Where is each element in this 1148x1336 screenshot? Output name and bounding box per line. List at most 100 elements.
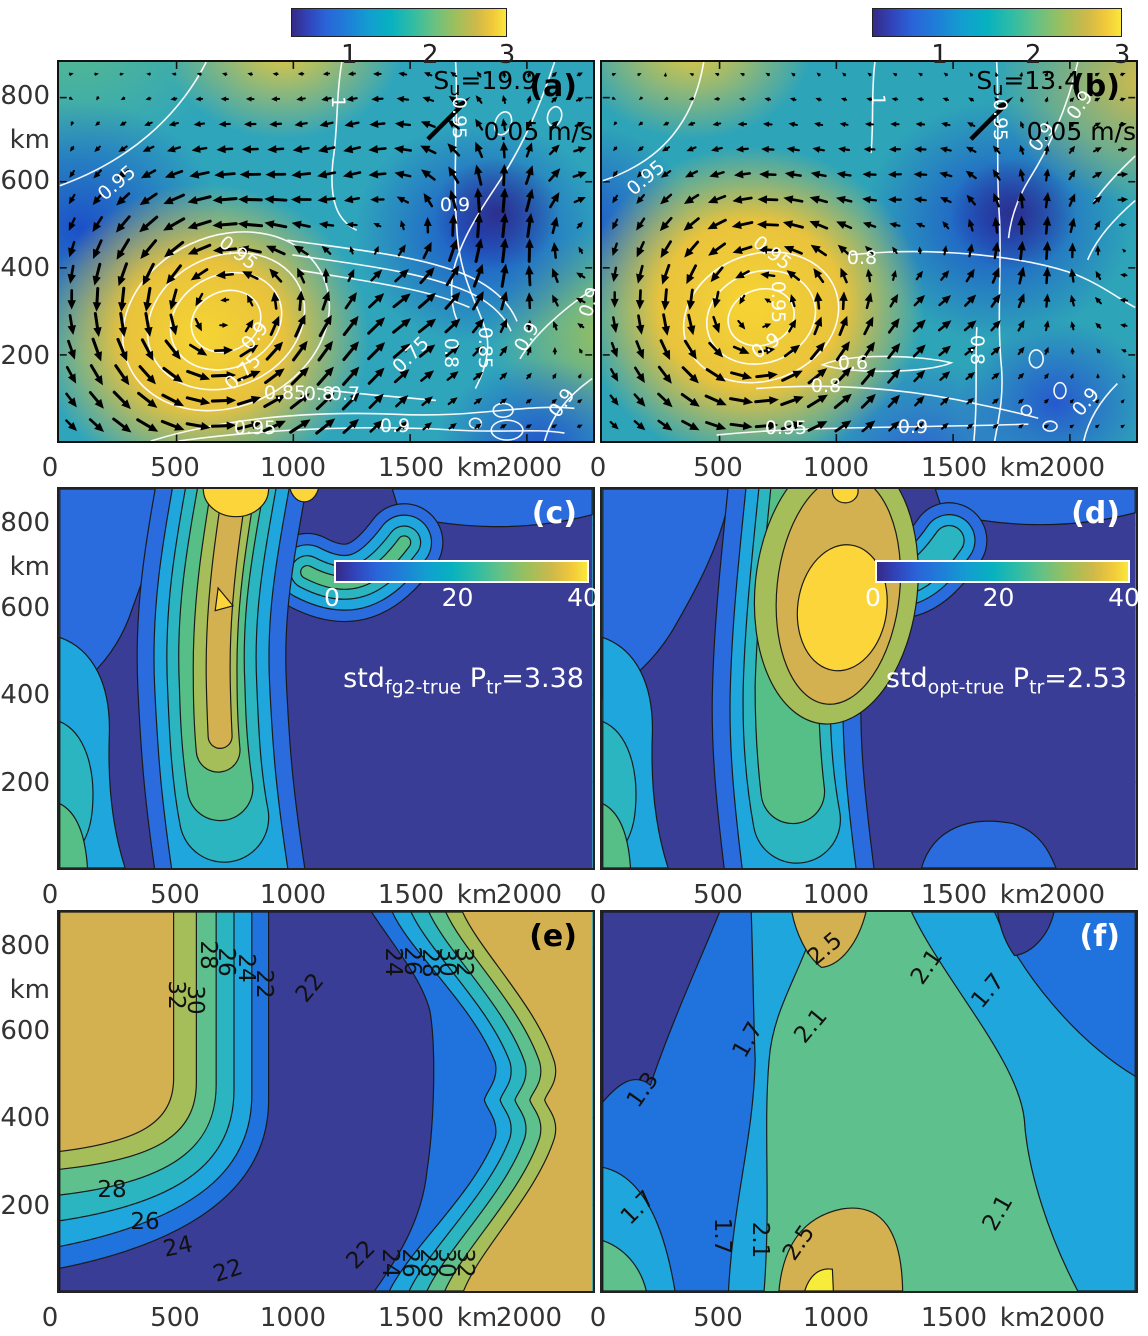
- x-axis-tick-label: 500: [693, 1303, 743, 1333]
- contour-label: 0.8: [440, 337, 462, 369]
- inset-colorbar-c: [334, 560, 589, 583]
- inset-colorbar-tick-label: 20: [441, 583, 474, 612]
- x-axis-tick-label: 0: [589, 1303, 607, 1333]
- y-axis-tick-label: 200: [0, 1191, 50, 1221]
- x-axis-tick-label: 1500: [920, 1303, 988, 1333]
- y-axis-tick-label: 600: [0, 1016, 50, 1046]
- x-axis-tick-label: 0: [41, 1303, 59, 1333]
- x-axis-tick-label: 2000: [1038, 880, 1106, 910]
- inset-colorbar-tick-label: 0: [865, 583, 881, 612]
- x-axis-tick-label: 1500: [920, 880, 988, 910]
- x-axis-tick-label: 500: [150, 453, 200, 483]
- quiver-field-a: [65, 70, 587, 435]
- reference-arrow-label-b: 0.05 m/s: [1026, 117, 1136, 146]
- x-axis-tick-label: 0: [41, 880, 59, 910]
- inset-colorbar-tick-label: 40: [567, 583, 599, 612]
- x-axis-tick-label: 2000: [495, 880, 563, 910]
- colorbar-tick-label: 2: [1024, 40, 1042, 70]
- y-axis-tick-label: 200: [0, 768, 50, 798]
- contour-label: 1: [327, 95, 349, 109]
- contour-label: 0.6: [837, 352, 869, 374]
- x-axis-tick-label: 500: [150, 1303, 200, 1333]
- panel-letter-e: (e): [529, 919, 577, 954]
- y-axis-tick-label: 600: [0, 593, 50, 623]
- panel-c: [57, 487, 595, 870]
- stat-annotation-a: Su=19.9: [433, 66, 537, 100]
- x-axis-tick-label: 500: [150, 880, 200, 910]
- white-contours-b: [602, 62, 1136, 441]
- colorbar-tick-label: 3: [498, 40, 516, 70]
- x-axis-tick-label: 1500: [920, 453, 988, 483]
- y-axis-tick-label: 800: [0, 931, 50, 961]
- panel-b: [600, 60, 1138, 443]
- x-axis-unit-label: km: [999, 1303, 1041, 1333]
- y-axis-tick-label: 400: [0, 1103, 50, 1133]
- contour-label: 0.9: [379, 415, 411, 437]
- x-axis-unit-label: km: [999, 453, 1041, 483]
- x-axis-tick-label: 2000: [1038, 1303, 1106, 1333]
- x-axis-tick-label: 2000: [495, 453, 563, 483]
- y-axis-unit-label: km: [9, 975, 50, 1005]
- stat-annotation-d: stdopt-true Ptr=2.53: [885, 663, 1127, 699]
- contour-label: 0.95: [448, 96, 470, 140]
- contour-label: 28: [97, 1177, 127, 1203]
- panel-letter-f: (f): [1079, 919, 1120, 954]
- y-axis-tick-label: 400: [0, 680, 50, 710]
- x-axis-tick-label: 1500: [377, 1303, 445, 1333]
- contour-label: 26: [130, 1209, 160, 1235]
- y-axis-unit-label: km: [9, 125, 50, 155]
- stat-annotation-c: stdfg2-true Ptr=3.38: [343, 663, 584, 699]
- contour-label: 0.9: [897, 416, 929, 438]
- contour-label: 0.8: [303, 383, 335, 405]
- colorbar-tick-label: 3: [1113, 40, 1131, 70]
- contour-label: 0.95: [233, 417, 277, 439]
- x-axis-tick-label: 2000: [1038, 453, 1106, 483]
- y-axis-tick-label: 800: [0, 81, 50, 111]
- contour-label: 1.7: [709, 1217, 735, 1255]
- x-axis-unit-label: km: [999, 880, 1041, 910]
- filled-contour-f: [602, 912, 1136, 1291]
- panel-e: [57, 910, 595, 1293]
- x-axis-tick-label: 1000: [802, 880, 870, 910]
- contour-label: 0.8: [810, 375, 842, 397]
- quiver-field-b: [609, 71, 1129, 433]
- y-axis-tick-label: 400: [0, 253, 50, 283]
- panel-a: [57, 60, 595, 443]
- inset-colorbar-tick-label: 0: [324, 583, 340, 612]
- panel-letter-d: (d): [1071, 496, 1120, 531]
- inset-colorbar-d: [875, 560, 1130, 583]
- contour-label: 0.8: [846, 247, 878, 269]
- colorbar-tick-label: 2: [422, 40, 439, 70]
- filled-contour-d: [602, 489, 1136, 868]
- inset-colorbar-tick-label: 40: [1108, 583, 1140, 612]
- x-axis-tick-label: 0: [41, 453, 59, 483]
- panel-letter-a: (a): [529, 69, 577, 104]
- contour-label: 32: [451, 947, 477, 977]
- inset-colorbar-tick-label: 20: [982, 583, 1015, 612]
- contour-label: 0.95: [989, 98, 1011, 142]
- panel-d: [600, 487, 1138, 870]
- contour-label: 0.85: [263, 382, 307, 404]
- y-axis-tick-label: 800: [0, 508, 50, 538]
- panel-f: [600, 910, 1138, 1293]
- x-axis-tick-label: 500: [693, 453, 743, 483]
- x-axis-tick-label: 1500: [377, 880, 445, 910]
- reference-arrow-label-a: 0.05 m/s: [483, 117, 593, 146]
- colorbar-panel-b: [872, 8, 1122, 37]
- contour-label: 2.1: [747, 1221, 773, 1259]
- contour-label: 0.85: [474, 326, 496, 370]
- contour-label: 0.9: [439, 194, 471, 216]
- contour-label: 0.95: [767, 280, 789, 324]
- x-axis-tick-label: 0: [589, 880, 607, 910]
- contour-label: 1: [867, 93, 889, 107]
- colorbar-tick-label: 1: [341, 40, 358, 70]
- y-axis-tick-label: 600: [0, 166, 50, 196]
- contour-label: 30: [182, 985, 208, 1015]
- contour-label: 0.7: [329, 383, 361, 405]
- x-axis-tick-label: 1000: [802, 453, 870, 483]
- stat-annotation-b: Su=13.4: [976, 66, 1080, 100]
- filled-contour-e: [59, 912, 593, 1291]
- panel-letter-c: (c): [531, 496, 577, 531]
- colorbar-tick-label: 1: [931, 40, 948, 70]
